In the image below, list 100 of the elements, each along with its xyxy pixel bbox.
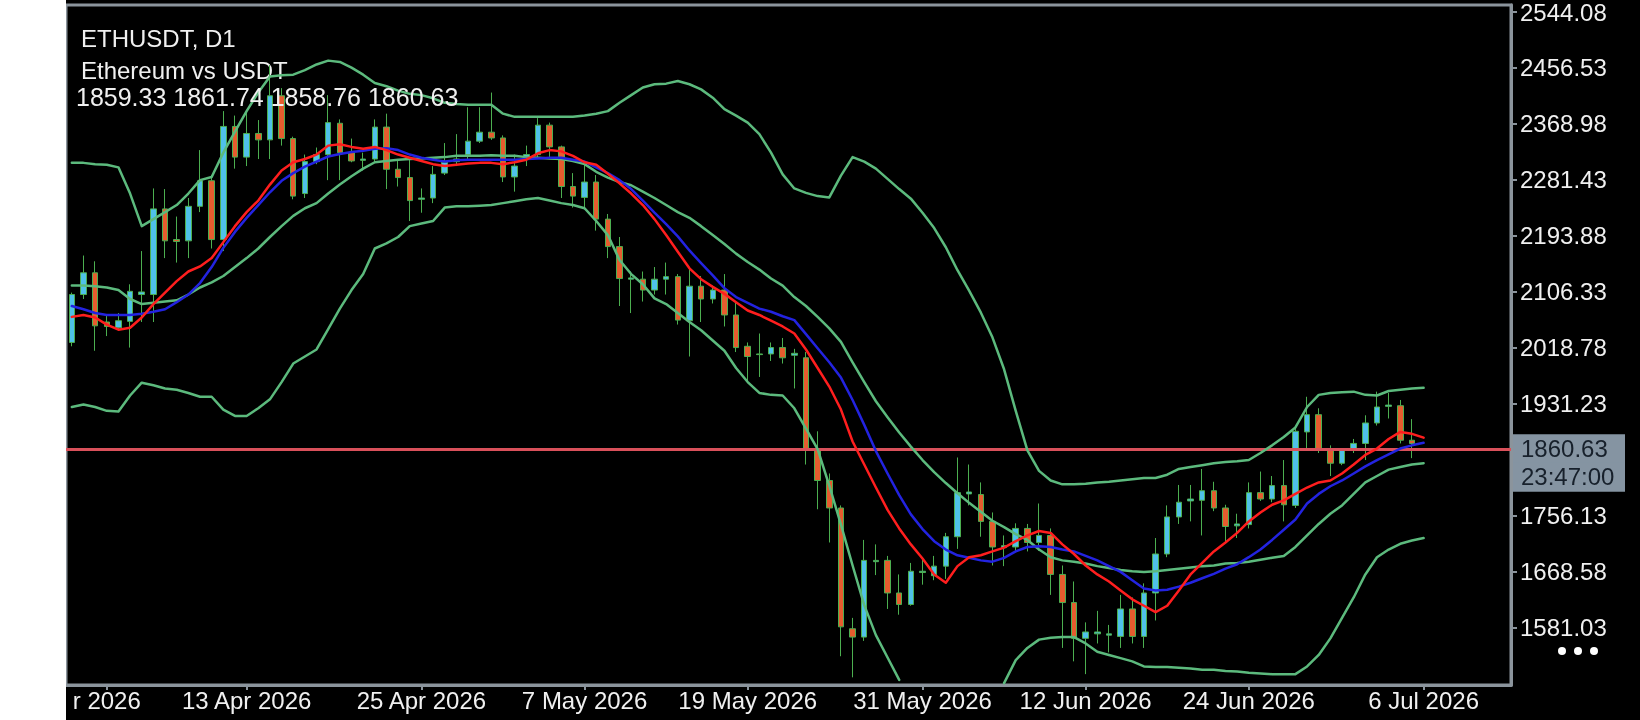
ref-line-label: 1860.63	[1521, 435, 1608, 463]
candlestick	[896, 573, 902, 616]
candlestick	[651, 266, 658, 296]
x-tick-label: 19 May 2026	[678, 686, 818, 714]
candlestick	[966, 464, 972, 506]
candlestick	[115, 312, 122, 331]
candlestick	[348, 138, 355, 163]
candlestick	[185, 197, 192, 259]
candlestick	[838, 504, 844, 657]
candlestick	[1292, 426, 1299, 509]
candlestick	[698, 275, 704, 323]
candlestick	[663, 262, 669, 296]
candlestick	[1082, 621, 1089, 675]
y-tick-label: 2106.33	[1520, 278, 1607, 306]
candlestick	[1106, 624, 1112, 653]
line-series	[70, 59, 1425, 486]
candlestick	[1176, 484, 1182, 525]
x-tick-label: 24 Jun 2026	[1182, 686, 1315, 714]
candlestick	[954, 456, 961, 550]
x-tick-label: 31 May 2026	[853, 686, 992, 714]
candlestick	[1339, 448, 1345, 466]
candlestick	[430, 165, 436, 204]
candlestick	[1315, 407, 1322, 454]
x-tick-label: r 2026	[72, 686, 141, 714]
candlestick	[1129, 596, 1136, 644]
candlestick	[908, 562, 914, 607]
candlestick	[1117, 594, 1124, 649]
x-tick-label: 6 Jul 2026	[1368, 686, 1479, 714]
candlestick	[768, 341, 774, 362]
candlestick	[1199, 468, 1205, 536]
candlestick	[978, 481, 984, 538]
candlestick	[476, 106, 483, 144]
y-tick-label: 2544.08	[1520, 0, 1607, 26]
candlestick	[337, 118, 343, 181]
candlestick	[1071, 580, 1077, 662]
candlestick	[803, 351, 809, 466]
candlestick	[465, 106, 471, 160]
candlestick	[849, 617, 856, 678]
candlestick	[1211, 481, 1217, 512]
candlestick	[418, 187, 425, 214]
candlestick	[535, 117, 541, 158]
candlestick	[1164, 504, 1170, 558]
candlestick	[1269, 475, 1275, 503]
candlestick	[302, 154, 308, 199]
candlestick	[1187, 484, 1194, 522]
candlestick	[861, 539, 867, 642]
candlestick	[1059, 564, 1066, 649]
y-tick-label: 2281.43	[1520, 166, 1607, 194]
y-tick-label: 2368.98	[1520, 110, 1607, 138]
candlestick	[593, 174, 599, 232]
y-tick-label: 2193.88	[1520, 222, 1607, 250]
candlestick	[1409, 418, 1415, 459]
text: 23:47:00	[1521, 463, 1615, 491]
candlestick	[1234, 513, 1240, 539]
candlestick	[1304, 396, 1310, 450]
candlestick	[570, 172, 576, 209]
candlestick	[1385, 392, 1392, 419]
candlestick	[197, 149, 203, 213]
y-tick-label: 2018.78	[1520, 334, 1607, 362]
x-tick-label: 7 May 2026	[521, 686, 648, 714]
candlestick	[173, 216, 180, 264]
y-tick-label: 1668.58	[1520, 558, 1607, 586]
candlestick	[1246, 481, 1252, 529]
candlestick	[150, 187, 157, 323]
candlestick	[1374, 391, 1380, 427]
candlestick	[162, 188, 168, 259]
candlestick	[1094, 610, 1101, 644]
candlestick	[873, 543, 879, 576]
y-tick-label: 1581.03	[1520, 613, 1607, 641]
candlestick	[511, 154, 518, 193]
candlestick	[1257, 471, 1264, 502]
candlestick	[989, 511, 996, 566]
candlestick	[1397, 399, 1404, 444]
candlestick	[756, 333, 763, 378]
y-tick-label: 2456.53	[1520, 54, 1607, 82]
x-tick-label: 13 Apr 2026	[181, 686, 312, 714]
candlestick	[407, 158, 413, 222]
candlestick	[220, 110, 227, 252]
y-tick-label: 1931.23	[1520, 390, 1607, 418]
y-tick-label: 1756.13	[1520, 502, 1607, 530]
candlestick	[290, 136, 296, 200]
x-tick-label: 25 Apr 2026	[356, 686, 487, 714]
candlestick	[675, 273, 681, 326]
candlestick	[686, 267, 693, 358]
candlestick	[779, 337, 786, 365]
candlestick	[546, 122, 553, 158]
text: ETHUSDT, D1	[81, 24, 236, 52]
candlestick	[395, 158, 401, 188]
candlestick	[1222, 504, 1229, 543]
x-tick-label: 12 Jun 2026	[1019, 686, 1152, 714]
candlestick	[69, 292, 75, 347]
candlestick	[1141, 582, 1147, 649]
candlestick	[710, 285, 716, 304]
candlestick	[138, 250, 145, 323]
candlestick	[744, 341, 751, 382]
candlestick	[791, 348, 798, 389]
candlestick	[884, 555, 891, 610]
candlestick	[255, 119, 262, 160]
candlestick	[488, 92, 495, 141]
candlestick	[733, 301, 739, 353]
